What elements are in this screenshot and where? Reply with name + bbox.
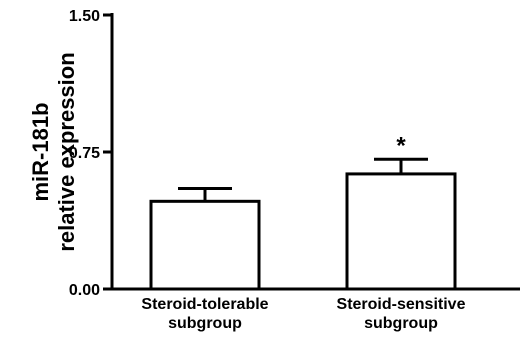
y-tick-label: 0.75 (69, 145, 100, 162)
bars: * (149, 132, 457, 291)
x-category-label: subgroup (168, 315, 242, 332)
y-tick-label: 0.00 (69, 282, 100, 299)
significance-marker: * (396, 132, 406, 159)
bar (345, 172, 457, 291)
y-axis-title: miR-181b relative expression (28, 52, 79, 251)
category-labels: Steroid-tolerable subgroup Steroid-sensiti… (141, 296, 465, 332)
x-category-label: Steroid-tolerable (141, 296, 268, 313)
y-tick-label: 1.50 (69, 8, 100, 25)
bar (149, 199, 261, 291)
y-axis-title-line-2: relative expression (54, 52, 79, 251)
y-ticks: 0.00 0.75 1.50 (69, 8, 112, 299)
x-category-label: Steroid-sensitive (337, 296, 466, 313)
y-axis-title-line-1: miR-181b (28, 102, 53, 201)
x-category-label: subgroup (364, 315, 438, 332)
